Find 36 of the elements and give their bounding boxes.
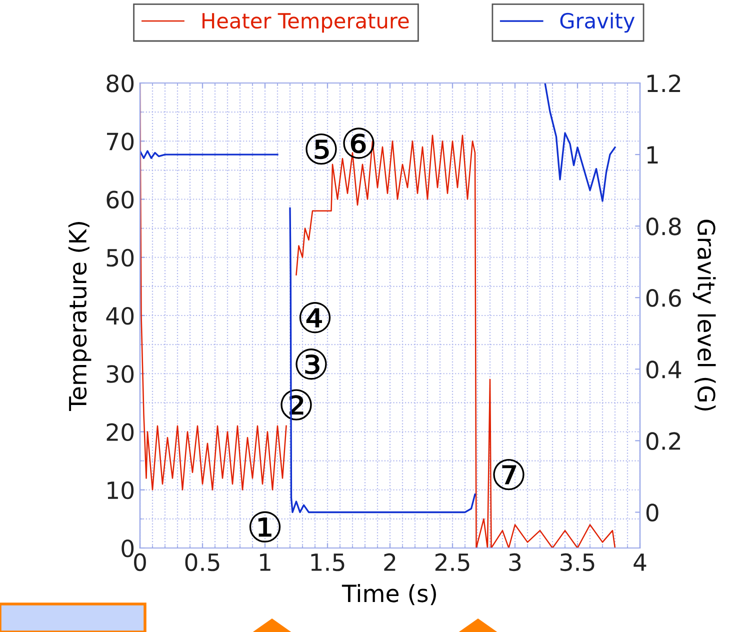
- legend-label: Heater Temperature: [202, 13, 409, 33]
- y2-tick-label: 0.6: [646, 289, 681, 307]
- y-tick-label: 20: [106, 423, 134, 442]
- annotation: ⑦: [493, 458, 524, 490]
- x-tick-label: 3: [509, 553, 521, 572]
- x-tick-label: 0.5: [185, 553, 220, 572]
- x-tick-label: 4: [634, 554, 646, 571]
- y2-tick-label: 0.4: [646, 360, 682, 378]
- x-axis-title: Time (s): [342, 584, 436, 606]
- y2-axis-title: Gravity level (G): [692, 220, 716, 411]
- annotation: ①: [249, 511, 281, 542]
- y-tick-label: 30: [106, 365, 134, 383]
- y2-tick-label: 0.2: [646, 432, 680, 450]
- y-tick-label: 40: [106, 306, 134, 325]
- x-tick-label: 2: [384, 553, 396, 571]
- annotation: ⑤: [306, 133, 337, 165]
- legend-label: Gravity: [560, 12, 635, 33]
- y-tick-label: 50: [106, 248, 134, 267]
- y-tick-label: 80: [106, 74, 134, 92]
- y-tick-label: 10: [108, 481, 134, 500]
- x-tick-label: 3.5: [560, 553, 594, 572]
- y2-tick-label: 0: [646, 504, 658, 522]
- annotation: ③: [296, 348, 327, 380]
- y-tick-label: 60: [106, 190, 134, 209]
- y2-tick-label: 1.2: [647, 74, 680, 92]
- y2-tick-label: 1: [647, 146, 658, 164]
- y-tick-label: 0: [122, 539, 134, 558]
- y2-tick-label: 0.8: [646, 218, 681, 236]
- x-tick-label: 0: [134, 553, 146, 572]
- x-tick-label: 1.5: [311, 554, 344, 572]
- x-tick-label: 2.5: [435, 553, 470, 572]
- y-axis-title: Temperature (K): [68, 222, 92, 412]
- annotation: ④: [299, 302, 331, 334]
- annotation: ⑥: [343, 128, 374, 159]
- y-tick-label: 70: [107, 132, 134, 150]
- x-tick-label: 1: [260, 554, 270, 571]
